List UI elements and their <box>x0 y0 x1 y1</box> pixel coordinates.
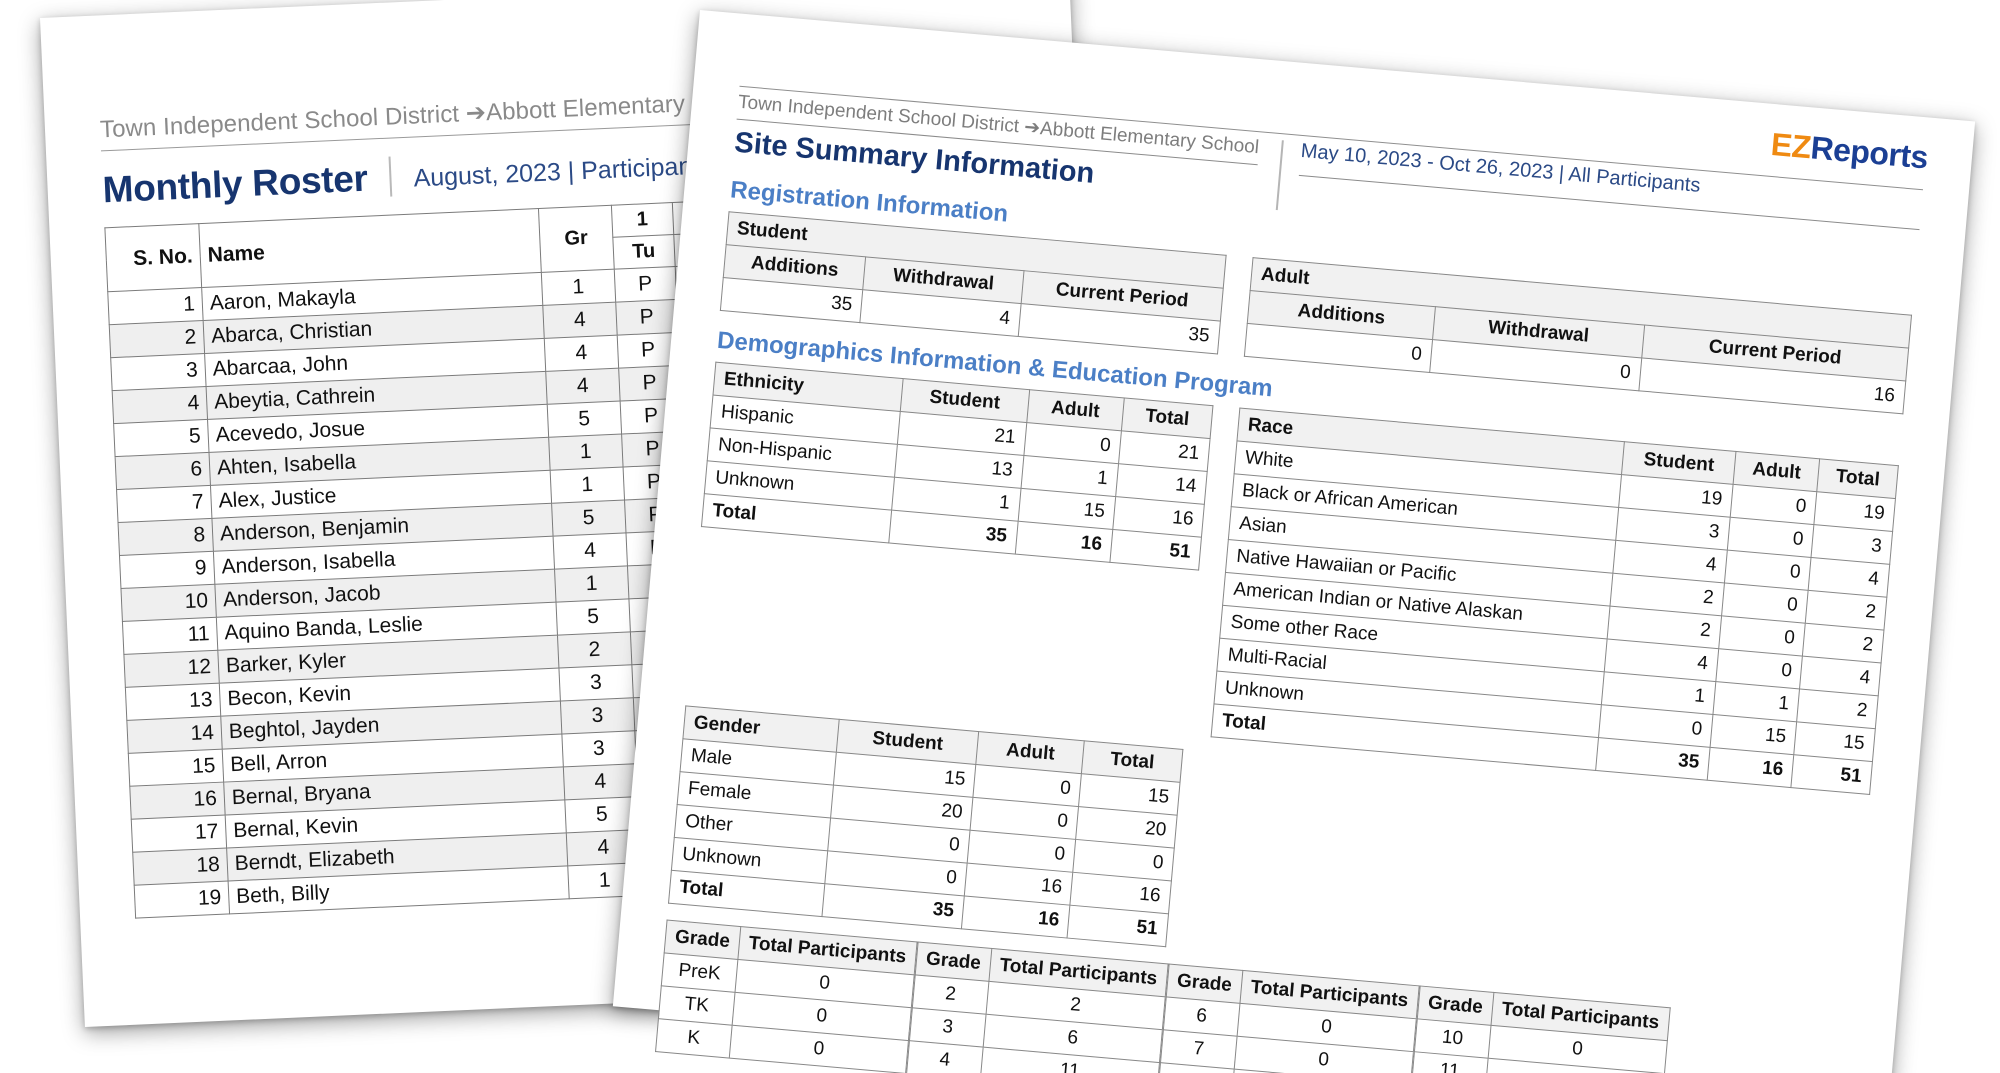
roster-cell-grade: 4 <box>553 532 627 570</box>
roster-cell-grade: 3 <box>560 697 635 734</box>
roster-cell-sno: 11 <box>122 617 218 655</box>
total-adult: 16 <box>1707 747 1795 788</box>
roster-col-grade: Gr <box>538 205 614 273</box>
roster-cell-sno: 7 <box>116 485 212 523</box>
ethnicity-wrap: Ethnicity Student Adult Total Hispanic 21… <box>701 362 1214 571</box>
roster-cell-grade: 3 <box>562 730 636 767</box>
grade-table-block-2: Grade Total Participants 2 2 3 6 4 11 <box>906 942 1169 1073</box>
grade-table-block-1: Grade Total Participants PreK 0 TK 0 K 0 <box>655 920 918 1073</box>
grade-table-block-3: Grade Total Participants 607080 <box>1157 963 1420 1073</box>
roster-page-title: Monthly Roster <box>101 157 369 211</box>
total-adult: 16 <box>1014 521 1113 563</box>
summary-title-separator <box>1275 140 1284 211</box>
roster-cell-grade: 5 <box>551 499 626 537</box>
roster-cell-grade: 4 <box>563 763 638 800</box>
site-summary-page: EZReports Town Independent School Distri… <box>612 10 1976 1073</box>
grade-block-1-body: PreK 0 TK 0 K 0 <box>655 952 915 1073</box>
ethnicity-table: Ethnicity Student Adult Total Hispanic 21… <box>701 362 1214 571</box>
roster-cell-sno: 14 <box>126 716 223 754</box>
roster-cell-sno: 9 <box>119 551 215 589</box>
roster-cell-sno: 1 <box>107 287 204 325</box>
race-wrap: Race Student Adult Total White 19 0 19 Black… <box>1211 408 1899 795</box>
gender-table: Gender Student Adult Total Male 15 0 15 Fema… <box>668 705 1183 947</box>
gender-wrap: Gender Student Adult Total Male 15 0 15 Fema… <box>668 705 1183 947</box>
grade-label: 4 <box>906 1040 984 1073</box>
roster-cell-grade: 3 <box>559 664 633 702</box>
roster-cell-attendance: P <box>615 299 679 336</box>
roster-cell-sno: 15 <box>128 749 224 787</box>
roster-cell-sno: 5 <box>113 419 209 457</box>
roster-cell-grade: 5 <box>547 401 622 438</box>
race-body: White 19 0 19 Black or African American 3 0 3 As… <box>1211 440 1896 795</box>
roster-cell-sno: 16 <box>129 782 226 820</box>
roster-cell-grade: 2 <box>557 631 632 669</box>
roster-col-day-1: 1 <box>610 202 674 238</box>
roster-cell-sno: 18 <box>132 848 229 886</box>
roster-cell-grade: 4 <box>544 335 619 372</box>
grade-label: K <box>655 1018 733 1059</box>
brand-ez-text: EZ <box>1769 125 1813 166</box>
grade-table-block-4: Grade Total Participants 100110120 <box>1408 985 1671 1073</box>
roster-cell-sno: 10 <box>120 584 217 622</box>
roster-cell-grade: 1 <box>541 269 616 306</box>
total-total: 51 <box>1109 529 1202 571</box>
roster-cell-sno: 6 <box>115 452 211 490</box>
race-table: Race Student Adult Total White 19 0 19 Black… <box>1211 408 1899 795</box>
roster-col-dayname-1: Tu <box>612 234 676 270</box>
roster-cell-grade: 1 <box>554 565 629 603</box>
roster-cell-grade: 4 <box>542 302 617 339</box>
roster-title-meta: August, 2023 | Participants <box>412 151 713 193</box>
roster-cell-attendance: P <box>613 266 677 303</box>
roster-col-sno: S. No. <box>104 223 202 292</box>
roster-cell-grade: 1 <box>548 434 623 471</box>
roster-cell-sno: 2 <box>109 320 205 358</box>
roster-cell-sno: 12 <box>123 650 220 688</box>
roster-cell-grade: 5 <box>556 598 630 636</box>
total-total: 51 <box>1791 754 1873 795</box>
roster-cell-sno: 4 <box>112 386 208 424</box>
roster-cell-sno: 8 <box>118 518 214 556</box>
roster-cell-sno: 3 <box>110 353 207 391</box>
roster-title-separator <box>388 156 393 197</box>
ezreports-logo: EZReports <box>1769 125 1930 177</box>
brand-reports-text: Reports <box>1809 129 1930 176</box>
roster-cell-grade: 4 <box>545 368 620 405</box>
roster-cell-sno: 17 <box>131 815 227 853</box>
roster-cell-sno: 13 <box>125 683 221 721</box>
roster-cell-sno: 19 <box>134 880 230 919</box>
roster-cell-grade: 1 <box>550 467 625 504</box>
